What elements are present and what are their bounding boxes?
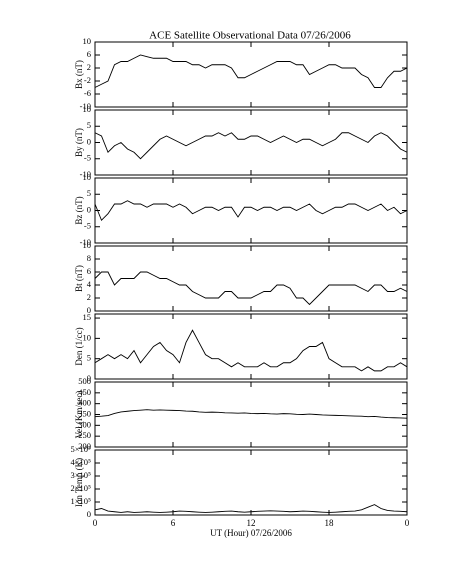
y-tick-label: 0 (87, 204, 91, 214)
y-tick-label: 4×10⁵ (70, 457, 91, 467)
y-tick-label: -10 (80, 169, 91, 179)
x-tick-label: 18 (325, 518, 335, 528)
y-tick-label: 0 (87, 509, 91, 519)
y-tick-label: 1×10⁵ (70, 496, 91, 506)
y-tick-label: 0 (87, 373, 91, 383)
y-tick-label: 5 (87, 188, 91, 198)
y-axis-label: Vel (Km/sec) (74, 391, 84, 439)
y-axis-label: Bt (nT) (74, 265, 84, 292)
y-tick-label: 5×10⁵ (70, 444, 91, 454)
y-tick-label: 2 (87, 292, 91, 302)
x-tick-label: 6 (171, 518, 176, 528)
y-tick-label: -10 (80, 237, 91, 247)
y-tick-label: 200 (78, 441, 91, 451)
y-axis-label: Den (1/cc) (74, 327, 84, 365)
y-tick-label: 6 (87, 266, 91, 276)
data-line (94, 329, 408, 372)
y-tick-label: 450 (78, 387, 91, 397)
y-tick-label: 2×10⁵ (70, 483, 91, 493)
x-axis-label: UT (Hour) 07/26/2006 (210, 528, 292, 538)
y-tick-label: 250 (78, 430, 91, 440)
y-tick-label: 0 (87, 305, 91, 315)
y-tick-label: 350 (78, 408, 91, 418)
y-tick-label: 6 (87, 49, 91, 59)
chart-title: ACE Satellite Observational Data 07/26/2… (149, 30, 351, 42)
y-tick-label: 4 (87, 279, 92, 289)
x-tick-label: 0 (405, 518, 410, 528)
y-tick-label: -2 (84, 75, 91, 85)
y-tick-label: 3×10⁵ (70, 470, 91, 480)
y-tick-label: 400 (78, 398, 91, 408)
y-tick-label: 0 (87, 136, 91, 146)
y-tick-label: 10 (83, 172, 92, 182)
y-axis-label: By (nT) (74, 128, 84, 157)
data-line (94, 132, 408, 160)
y-tick-label: -5 (84, 153, 91, 163)
panel-frame (94, 449, 408, 516)
panel-frame (94, 381, 408, 448)
y-tick-label: 10 (83, 240, 92, 250)
panel-frame (94, 109, 408, 176)
data-line (94, 200, 408, 222)
y-tick-label: 2 (87, 62, 91, 72)
y-axis-label: Bz (nT) (74, 196, 84, 224)
y-tick-label: 15 (83, 312, 92, 322)
data-line (94, 504, 408, 513)
y-tick-label: 10 (83, 104, 92, 114)
y-tick-label: 10 (83, 36, 92, 46)
y-tick-label: 5 (87, 353, 91, 363)
y-tick-label: 8 (87, 253, 91, 263)
y-tick-label: -10 (80, 101, 91, 111)
data-line (94, 409, 408, 419)
x-tick-label: 0 (93, 518, 98, 528)
y-tick-label: 500 (78, 376, 91, 386)
y-tick-label: -5 (84, 221, 91, 231)
panel-frame (94, 313, 408, 380)
panel-frame (94, 177, 408, 244)
y-axis-label: Ion Temp (K) (74, 458, 84, 507)
panel-frame (94, 245, 408, 312)
y-axis-label: Bx (nT) (74, 60, 84, 89)
y-tick-label: 300 (78, 419, 91, 429)
data-line (94, 271, 408, 306)
y-tick-label: -6 (84, 88, 91, 98)
data-line (94, 54, 408, 88)
y-tick-label: 10 (83, 332, 92, 342)
x-tick-label: 12 (247, 518, 256, 528)
y-tick-label: 5 (87, 120, 91, 130)
